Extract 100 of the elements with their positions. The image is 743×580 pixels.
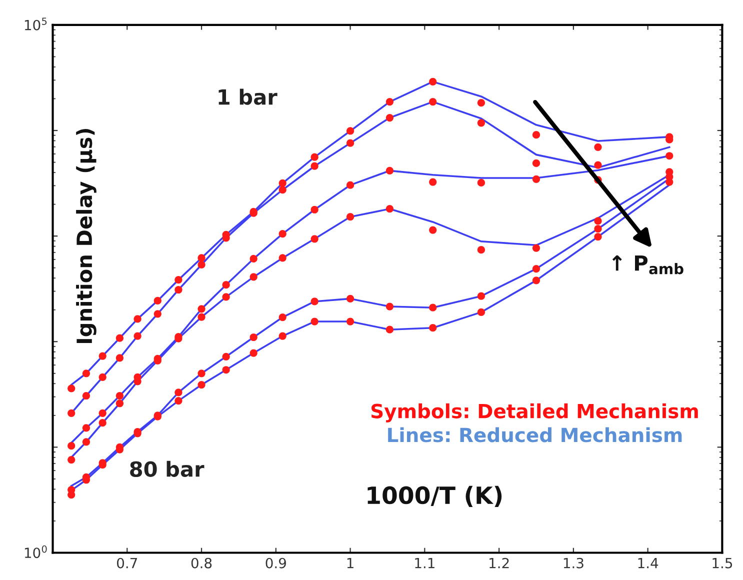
- point: [429, 324, 437, 332]
- point: [429, 178, 437, 186]
- point: [594, 217, 602, 225]
- point: [594, 161, 602, 169]
- point: [82, 438, 90, 446]
- point: [198, 313, 206, 321]
- point: [98, 409, 106, 417]
- point: [386, 302, 394, 310]
- point: [82, 392, 90, 400]
- point: [532, 159, 540, 168]
- point: [174, 388, 182, 396]
- x-tick-label: 1.4: [638, 558, 658, 568]
- point: [310, 298, 318, 306]
- point: [666, 152, 674, 160]
- point: [198, 380, 206, 389]
- point: [310, 162, 318, 170]
- point: [98, 373, 106, 382]
- point: [386, 98, 394, 106]
- point: [222, 366, 230, 374]
- point: [532, 175, 540, 183]
- point: [154, 296, 162, 305]
- point: [222, 293, 230, 301]
- point: [429, 78, 437, 86]
- point: [68, 384, 76, 392]
- annotation: 80 bar: [130, 460, 204, 477]
- point: [68, 442, 76, 450]
- point: [386, 326, 394, 334]
- point: [250, 333, 258, 342]
- point: [116, 392, 124, 400]
- point: [477, 246, 485, 254]
- point: [429, 304, 437, 312]
- point: [134, 332, 142, 340]
- point: [594, 143, 602, 151]
- point: [198, 254, 206, 262]
- point: [116, 400, 124, 408]
- point: [346, 213, 354, 221]
- point: [477, 98, 485, 107]
- y-axis-title: Ignition Delay (μs): [76, 128, 96, 343]
- point: [346, 294, 354, 303]
- point: [594, 232, 602, 241]
- x-axis-title: 1000/T (K): [368, 486, 502, 507]
- point: [477, 292, 485, 300]
- point: [278, 254, 286, 262]
- point: [532, 264, 540, 273]
- annotation: 1 bar: [218, 88, 278, 105]
- point: [278, 313, 286, 322]
- point: [310, 318, 318, 326]
- y-tick-label: 10$^{5}$: [24, 18, 47, 30]
- point: [68, 409, 76, 417]
- point: [310, 153, 318, 161]
- point: [310, 235, 318, 243]
- point: [346, 127, 354, 135]
- point: [386, 166, 394, 175]
- point: [82, 424, 90, 432]
- point: [477, 308, 485, 316]
- point: [532, 276, 540, 284]
- point: [346, 139, 354, 147]
- x-tick-label: 1.2: [490, 558, 509, 568]
- point: [116, 354, 124, 362]
- point: [222, 281, 230, 289]
- x-tick-label: 1: [347, 558, 354, 568]
- point: [310, 206, 318, 214]
- point: [134, 315, 142, 323]
- point: [386, 114, 394, 122]
- point: [532, 131, 540, 139]
- point: [477, 178, 485, 187]
- point: [346, 181, 354, 189]
- point: [98, 352, 106, 360]
- x-tick-label: 0.9: [266, 558, 286, 568]
- point: [477, 119, 485, 127]
- annotation: Lines: Reduced Mechanism: [388, 427, 682, 442]
- point: [198, 305, 206, 313]
- point: [429, 226, 437, 234]
- point: [278, 186, 286, 194]
- point: [174, 276, 182, 284]
- x-tick-label: 1.5: [712, 558, 732, 568]
- point: [222, 352, 230, 360]
- point: [174, 397, 182, 405]
- annotation: Symbols: Detailed Mechanism: [371, 403, 698, 422]
- point: [346, 318, 354, 326]
- point: [250, 254, 258, 263]
- point: [532, 244, 540, 252]
- point: [198, 260, 206, 269]
- point: [250, 349, 258, 357]
- point: [154, 310, 162, 318]
- y-tick-label: 10$^{0}$: [24, 545, 47, 558]
- point: [386, 205, 394, 213]
- point: [278, 230, 286, 238]
- point: [116, 334, 124, 342]
- point: [278, 179, 286, 187]
- point: [82, 370, 90, 378]
- point: [250, 273, 258, 281]
- annotation: ↑ P$_{amb}$: [612, 255, 684, 274]
- point: [98, 419, 106, 427]
- point: [666, 178, 674, 186]
- x-tick-label: 0.7: [117, 558, 137, 568]
- point: [174, 286, 182, 294]
- x-tick-label: 0.8: [191, 558, 212, 568]
- point: [429, 98, 437, 106]
- x-tick-label: 1.3: [564, 558, 584, 568]
